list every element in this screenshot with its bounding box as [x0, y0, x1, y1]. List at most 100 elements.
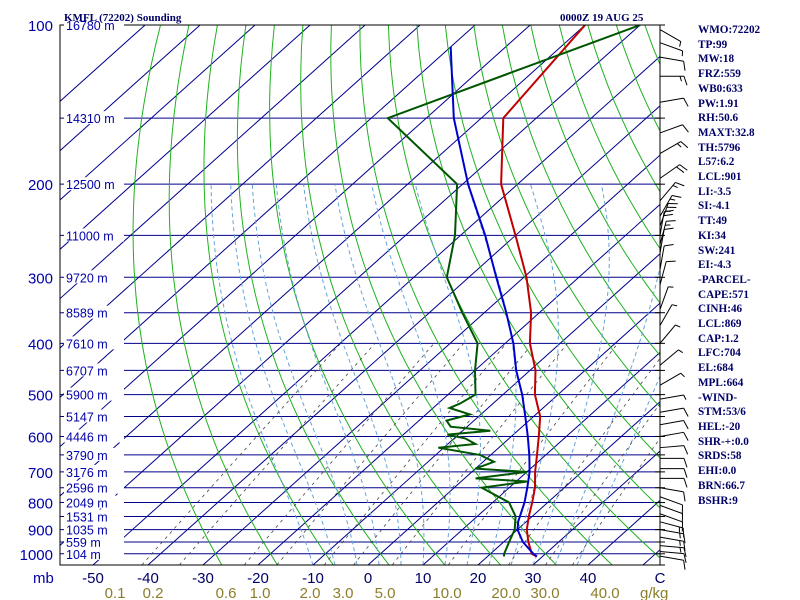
pressure-tick-label: 800	[28, 496, 53, 513]
moist-adiabat-line	[532, 184, 610, 565]
wind-barbs	[655, 24, 689, 570]
station-title: KMFL (72202) Sounding	[64, 12, 182, 24]
pressure-tick-label: 400	[28, 336, 53, 353]
sounding-time: 0000Z 19 AUG 25	[560, 12, 644, 24]
moist-adiabat-line	[230, 184, 336, 565]
dry-adiabat-line	[416, 25, 660, 509]
isotherm-line	[477, 401, 660, 565]
wind-barb	[659, 304, 678, 326]
mixing-ratio-tick-label: 0.6	[216, 585, 237, 600]
height-label: 2596 m	[66, 482, 108, 496]
skewt-traces	[385, 25, 641, 558]
wind-barb	[659, 431, 689, 441]
wind-barb	[659, 124, 689, 134]
temperature-tick-label: 10	[415, 570, 432, 587]
isotherm-line	[367, 302, 660, 565]
wind-barb	[659, 209, 674, 236]
height-label-bg	[64, 228, 124, 242]
wind-barb	[659, 286, 674, 310]
wind-barb	[659, 420, 689, 430]
wind-barb	[659, 550, 687, 563]
isotherm-line	[60, 25, 476, 398]
mixing-ratio-tick-label: 5.0	[375, 585, 396, 600]
temperature-tick-label: -10	[302, 570, 324, 587]
wind-barb	[659, 243, 674, 270]
height-label: 2049 m	[66, 497, 108, 511]
wind-barb	[659, 227, 674, 254]
index-line: -PARCEL-	[698, 273, 751, 286]
index-line: SHR-+:0.0	[698, 435, 749, 448]
height-label: 1531 m	[66, 510, 108, 524]
height-label: 3176 m	[66, 466, 108, 480]
index-line: LCL:869	[698, 318, 742, 331]
mixing-ratio-line	[353, 343, 534, 565]
dry-adiabat-line	[501, 25, 660, 357]
dry-adiabat-line	[473, 25, 660, 408]
mixing-ratio-tick-label: 3.0	[333, 585, 354, 600]
wind-barb	[659, 29, 682, 47]
wind-barb	[660, 477, 688, 488]
moist-adiabat-line	[303, 184, 402, 565]
height-label-bg	[64, 546, 124, 560]
isotherm-line	[60, 25, 421, 349]
isotherm-line	[60, 25, 366, 300]
height-label-bg	[64, 177, 124, 191]
wind-barb	[659, 164, 688, 179]
index-line: STM:53/6	[698, 406, 746, 419]
index-line: LCL:901	[698, 171, 742, 184]
dry-adiabat-line	[558, 25, 660, 250]
wind-barb	[659, 220, 676, 245]
isotherm-line	[60, 25, 531, 448]
mixing-ratio-unit-label: g/kg	[640, 585, 668, 600]
dry-adiabat-line	[203, 25, 334, 565]
index-line: EI:-4.3	[698, 259, 732, 272]
wind-barb	[659, 260, 676, 285]
height-label: 8589 m	[66, 307, 108, 321]
wind-barb	[659, 181, 685, 202]
wind-barb	[659, 555, 686, 570]
parcel-trace	[449, 46, 538, 558]
dry-adiabat-line	[132, 25, 223, 565]
height-label: 5147 m	[66, 411, 108, 425]
height-label-bg	[64, 509, 124, 523]
height-label-bg	[64, 270, 124, 284]
wind-barb	[659, 97, 689, 107]
height-label-bg	[64, 111, 124, 125]
height-label: 7610 m	[66, 337, 108, 351]
temperature-tick-label: 40	[580, 570, 597, 587]
wind-barb	[659, 42, 684, 57]
mixing-ratio-line	[243, 343, 435, 565]
mixing-ratio-line	[141, 343, 341, 565]
height-label-bg	[64, 464, 124, 478]
mixing-ratio-tick-label: 30.0	[530, 585, 559, 600]
dry-adiabat-line	[300, 25, 501, 565]
temperature-tick-label: C	[655, 570, 666, 587]
moist-adiabat-line	[275, 184, 380, 565]
pressure-tick-label: 500	[28, 388, 53, 405]
mixing-ratio-line	[572, 437, 660, 565]
dry-adiabat-line	[359, 25, 613, 565]
isotherm-line	[60, 25, 311, 250]
index-line: BRN:66.7	[698, 479, 745, 492]
mixing-ratio-line	[545, 402, 660, 565]
wind-barb	[660, 468, 688, 478]
plot-frame	[59, 24, 661, 566]
index-line: TT:49	[698, 215, 728, 228]
height-label: 1035 m	[66, 524, 108, 538]
pressure-tick-label: 100	[28, 18, 53, 35]
pressure-tick-label: 300	[28, 270, 53, 287]
wind-barb	[659, 141, 689, 154]
mixing-ratio-tick-label: 0.2	[143, 585, 164, 600]
mixing-ratio-line	[508, 357, 660, 565]
height-label-bg	[64, 387, 124, 401]
height-label: 4446 m	[66, 430, 108, 444]
index-line: EHI:0.0	[698, 465, 737, 478]
isotherm-line	[257, 203, 660, 565]
pressure-tick-label: 200	[28, 177, 53, 194]
height-label: 6707 m	[66, 364, 108, 378]
moist-adiabat-line	[210, 184, 314, 565]
moist-adiabat-line	[576, 374, 660, 565]
height-label: 11000 m	[66, 229, 114, 243]
dry-adiabat-line	[269, 25, 446, 565]
